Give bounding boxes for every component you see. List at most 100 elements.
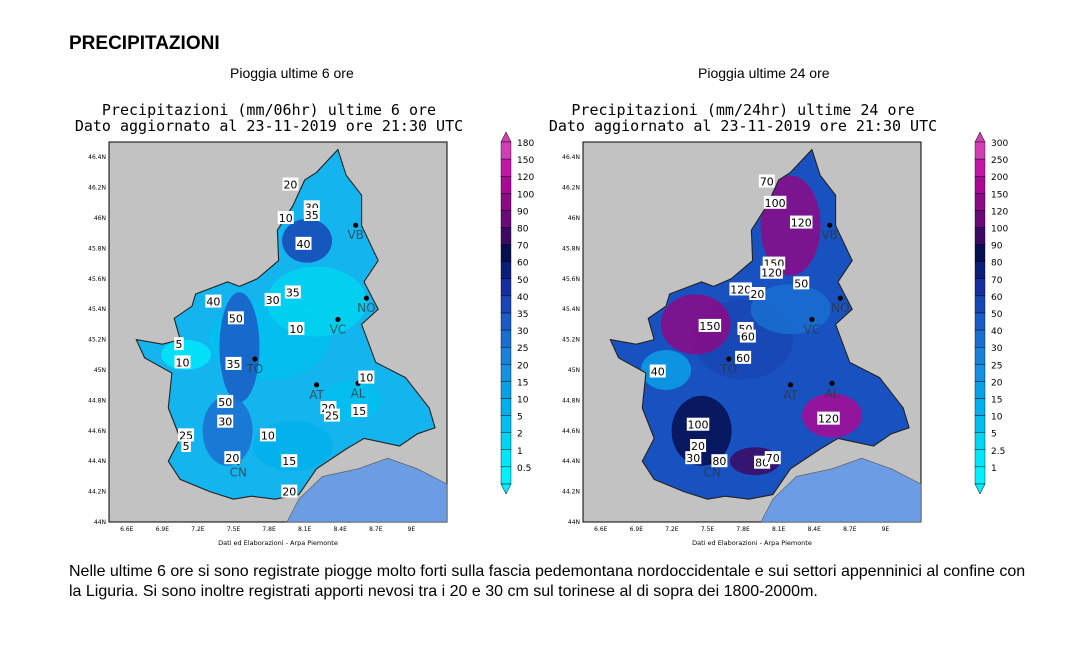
lon-tick-label: 6.6E — [120, 526, 134, 533]
city-dot — [353, 222, 359, 228]
legend-swatch — [500, 329, 512, 348]
lon-tick-label: 7.2E — [191, 526, 205, 533]
legend-label: 60 — [517, 259, 529, 269]
legend-swatch — [974, 261, 986, 279]
legend-label: 150 — [517, 156, 534, 166]
value-label-box — [181, 439, 191, 452]
value-label-box — [281, 484, 298, 498]
lat-tick-label: 45.8N — [88, 245, 106, 252]
map-24h: Precipitazioni (mm/24hr) ultime 24 oreDa… — [549, 101, 1009, 547]
map-title-line-2: Dato aggiornato al 23-11-2019 ore 21:30 … — [549, 117, 937, 135]
value-label: 10 — [176, 356, 190, 369]
legend-swatch — [974, 398, 986, 416]
panel-6h-caption: Pioggia ultime 6 ore — [230, 65, 354, 81]
legend-label: 50 — [517, 276, 529, 286]
value-label-box — [323, 408, 340, 422]
legend-label: 50 — [991, 310, 1003, 320]
lat-tick-label: 46N — [568, 215, 580, 222]
city-label: VC — [330, 322, 347, 336]
value-label-box — [174, 337, 184, 351]
city-label: TO — [245, 362, 263, 376]
value-label: 20 — [225, 452, 239, 465]
map-6h: Precipitazioni (mm/06hr) ultime 6 oreDat… — [75, 101, 535, 547]
sea-area — [760, 457, 922, 523]
lat-tick-label: 44.6N — [88, 428, 106, 435]
lat-tick-label: 44N — [94, 519, 106, 526]
legend-swatch — [500, 193, 512, 211]
legend-swatch — [974, 227, 986, 245]
city-dot — [363, 295, 369, 301]
city-label: NO — [357, 301, 375, 315]
city-label: CN — [704, 465, 721, 479]
city-dot — [726, 356, 732, 362]
legend-label: 150 — [991, 190, 1008, 200]
value-label: 5 — [175, 338, 182, 351]
description-text: Nelle ultime 6 ore si sono registrate pi… — [69, 563, 1026, 600]
value-label-box — [205, 294, 222, 308]
value-label-box — [729, 282, 752, 296]
value-label: 10 — [261, 429, 275, 442]
value-label-box — [351, 404, 368, 418]
legend-label: 25 — [517, 344, 528, 354]
legend-label: 2 — [517, 430, 523, 440]
value-label: 70 — [766, 452, 780, 465]
value-label: 120 — [791, 217, 812, 230]
legend-swatch — [500, 244, 512, 262]
legend-swatch — [974, 158, 986, 177]
value-label-box — [217, 414, 234, 428]
legend-label: 2.5 — [991, 447, 1005, 457]
value-label-box — [690, 439, 707, 452]
city-label: AL — [825, 386, 840, 400]
value-label-box — [178, 428, 195, 442]
precip-area — [750, 284, 831, 335]
value-label: 35 — [305, 209, 319, 222]
legend-swatch — [974, 141, 986, 160]
map-6h-panel: Precipitazioni (mm/06hr) ultime 6 ore Dat… — [64, 90, 538, 552]
legend-label: 10 — [991, 413, 1003, 423]
lat-tick-label: 45.2N — [88, 337, 106, 344]
value-label: 120 — [761, 267, 782, 280]
value-label: 120 — [818, 413, 839, 426]
legend-label: 0.5 — [517, 464, 531, 474]
lat-tick-label: 44.2N — [562, 489, 580, 496]
value-label-box — [303, 207, 320, 221]
lon-tick-label: 8.7E — [843, 526, 857, 533]
lat-tick-label: 45N — [94, 367, 106, 374]
value-label-box — [649, 364, 666, 378]
legend-swatch — [500, 158, 512, 177]
value-label-box — [711, 454, 728, 468]
precip-area — [641, 350, 692, 390]
lon-tick-label: 8.1E — [298, 526, 312, 533]
lon-tick-label: 8.4E — [334, 526, 348, 533]
value-label: 50 — [218, 396, 232, 409]
legend-swatch — [974, 466, 986, 485]
map-title-line-1: Precipitazioni (mm/06hr) ultime 6 ore — [102, 101, 436, 119]
value-label: 5 — [183, 440, 190, 453]
legend-label: 80 — [517, 225, 529, 235]
legend-label: 15 — [517, 378, 528, 388]
lon-tick-label: 6.9E — [156, 526, 170, 533]
value-label: 30 — [218, 416, 232, 429]
city-label: CN — [230, 465, 247, 479]
city-label: AL — [351, 386, 366, 400]
legend-label: 30 — [517, 327, 529, 337]
region-border — [609, 148, 910, 500]
city-dot — [335, 316, 341, 323]
lat-tick-label: 45.8N — [562, 245, 580, 252]
lat-tick-label: 45.6N — [88, 276, 106, 283]
value-label: 80 — [712, 455, 726, 468]
legend-swatch — [974, 312, 986, 331]
legend-label: 35 — [517, 310, 528, 320]
value-label-box — [735, 350, 752, 364]
legend-swatch — [974, 381, 986, 399]
lat-tick-label: 45.2N — [562, 337, 580, 344]
value-label: 40 — [296, 238, 310, 251]
legend-label: 250 — [991, 156, 1008, 166]
legend-swatch — [500, 227, 512, 245]
value-label-box — [264, 293, 281, 307]
legend-swatch — [974, 449, 986, 468]
legend-label: 10 — [517, 396, 529, 406]
lon-tick-label: 7.2E — [665, 526, 679, 533]
value-label-box — [288, 321, 305, 335]
legend-label: 25 — [991, 361, 1002, 371]
